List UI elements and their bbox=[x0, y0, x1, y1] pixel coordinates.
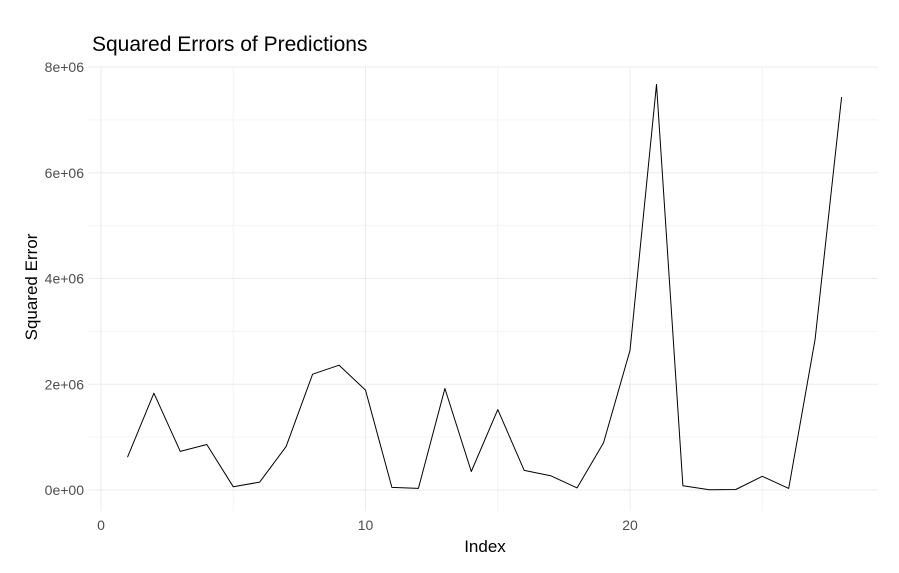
y-tick-label: 4e+06 bbox=[45, 271, 85, 287]
data-point bbox=[522, 468, 526, 472]
data-point bbox=[707, 488, 711, 492]
data-point bbox=[760, 474, 764, 478]
y-tick-label: 8e+06 bbox=[45, 59, 85, 75]
data-point bbox=[390, 485, 394, 489]
data-point bbox=[813, 337, 817, 341]
series-line bbox=[127, 83, 843, 491]
data-point bbox=[681, 484, 685, 488]
data-point bbox=[628, 348, 632, 352]
data-point bbox=[258, 480, 262, 484]
data-point bbox=[205, 443, 209, 447]
chart-title: Squared Errors of Predictions bbox=[92, 33, 367, 56]
data-point bbox=[231, 485, 235, 489]
data-point bbox=[311, 372, 315, 376]
x-axis-title: Index bbox=[464, 537, 506, 556]
data-point bbox=[337, 363, 341, 367]
data-point bbox=[549, 474, 553, 478]
x-tick-label: 20 bbox=[622, 517, 638, 533]
axes: 0 10 20 0e+00 2e+06 4e+06 6e+06 8e+06 bbox=[45, 59, 638, 533]
data-point bbox=[469, 469, 473, 473]
data-point bbox=[443, 386, 447, 390]
data-point bbox=[178, 449, 182, 453]
data-point bbox=[125, 455, 129, 459]
data-point bbox=[416, 486, 420, 490]
series-layer bbox=[125, 82, 844, 492]
data-point bbox=[654, 82, 658, 86]
data-point bbox=[284, 445, 288, 449]
y-tick-label: 6e+06 bbox=[45, 165, 85, 181]
data-point bbox=[575, 486, 579, 490]
y-tick-label: 2e+06 bbox=[45, 376, 85, 392]
data-point bbox=[152, 391, 156, 395]
data-point bbox=[840, 95, 844, 99]
grid bbox=[88, 66, 878, 511]
y-tick-label: 0e+00 bbox=[45, 482, 85, 498]
data-point bbox=[364, 388, 368, 392]
data-point bbox=[734, 487, 738, 491]
data-point bbox=[496, 408, 500, 412]
x-tick-label: 0 bbox=[97, 517, 105, 533]
data-point bbox=[602, 441, 606, 445]
data-point bbox=[787, 486, 791, 490]
y-axis-title: Squared Error bbox=[22, 233, 41, 340]
x-tick-label: 10 bbox=[358, 517, 374, 533]
